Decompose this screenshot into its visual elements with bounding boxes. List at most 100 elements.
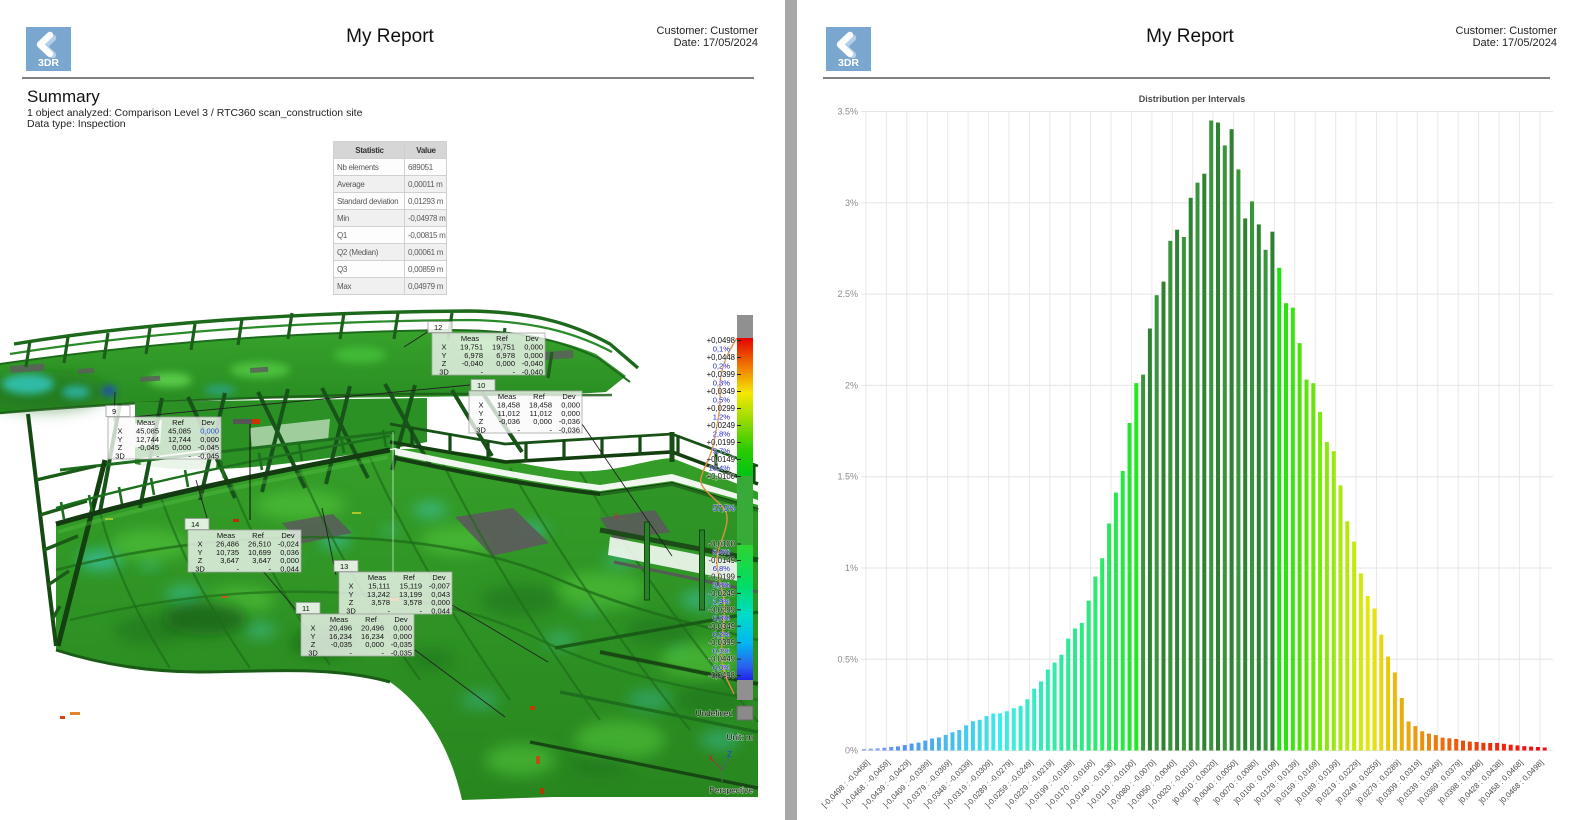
svg-text:13,199: 13,199: [399, 590, 422, 599]
svg-text:X: X: [348, 582, 353, 591]
svg-text:3,8%: 3,8%: [713, 581, 731, 590]
svg-text:-0,024: -0,024: [278, 540, 299, 549]
svg-text:0,3%: 0,3%: [713, 379, 731, 388]
svg-text:-: -: [382, 648, 385, 657]
svg-text:X: X: [441, 343, 446, 352]
svg-text:Y: Y: [441, 351, 446, 360]
svg-text:-0,045: -0,045: [138, 443, 159, 452]
svg-text:0,2%: 0,2%: [713, 630, 731, 639]
svg-text:20,496: 20,496: [361, 624, 384, 633]
svg-text:-: -: [157, 451, 160, 460]
svg-text:Y: Y: [348, 590, 353, 599]
svg-text:2.5%: 2.5%: [837, 289, 858, 299]
svg-text:0,000: 0,000: [524, 343, 543, 352]
svg-text:3D: 3D: [439, 367, 449, 376]
svg-text:-: -: [388, 606, 391, 615]
svg-text:Unit: m: Unit: m: [726, 732, 753, 742]
svg-text:45,085: 45,085: [136, 427, 159, 436]
svg-text:+0,0349: +0,0349: [707, 387, 735, 396]
svg-text:19,751: 19,751: [492, 343, 515, 352]
svg-text:Z: Z: [118, 443, 123, 452]
svg-text:Y: Y: [117, 435, 122, 444]
svg-text:13,242: 13,242: [367, 590, 390, 599]
svg-text:12: 12: [434, 323, 442, 332]
svg-text:Dev: Dev: [281, 531, 295, 540]
svg-text:Z: Z: [479, 417, 484, 426]
svg-text:Ref: Ref: [172, 418, 185, 427]
svg-text:X: X: [708, 754, 714, 763]
svg-text:Dev: Dev: [562, 392, 576, 401]
svg-text:Ref: Ref: [252, 531, 265, 540]
svg-text:Meas: Meas: [461, 334, 480, 343]
svg-text:9: 9: [112, 407, 116, 416]
svg-text:+0,0448: +0,0448: [707, 353, 735, 362]
svg-text:26,510: 26,510: [248, 540, 271, 549]
svg-text:0,000: 0,000: [561, 409, 580, 418]
svg-text:0%: 0%: [845, 746, 858, 756]
svg-text:X: X: [478, 401, 483, 410]
svg-text:Z: Z: [727, 750, 732, 759]
svg-text:3D: 3D: [476, 425, 486, 434]
svg-text:-: -: [518, 425, 521, 434]
svg-text:11,012: 11,012: [530, 409, 552, 418]
svg-text:0,8%: 0,8%: [713, 614, 731, 623]
svg-text:Y: Y: [310, 632, 315, 641]
svg-text:-0,0449: -0,0449: [709, 655, 735, 664]
svg-text:0,000: 0,000: [280, 556, 299, 565]
svg-text:18,458: 18,458: [529, 401, 552, 410]
svg-text:-: -: [481, 367, 484, 376]
svg-text:0,000: 0,000: [496, 359, 515, 368]
svg-text:Meas: Meas: [217, 531, 236, 540]
svg-text:+0,0100: +0,0100: [707, 472, 736, 481]
svg-text:0,000: 0,000: [393, 624, 412, 633]
svg-text:3DR: 3DR: [38, 57, 59, 69]
svg-text:-0,035: -0,035: [331, 640, 352, 649]
svg-text:-0,0249: -0,0249: [709, 589, 735, 598]
svg-text:0,044: 0,044: [431, 606, 450, 615]
svg-text:-: -: [420, 606, 423, 615]
svg-text:-0,0100: -0,0100: [709, 540, 736, 549]
svg-text:0,000: 0,000: [172, 443, 191, 452]
svg-text:Ref: Ref: [533, 392, 546, 401]
svg-text:18,458: 18,458: [497, 401, 520, 410]
svg-text:0,000: 0,000: [200, 427, 219, 436]
svg-text:-0,035: -0,035: [391, 648, 412, 657]
svg-text:-: -: [237, 564, 240, 573]
svg-text:0,000: 0,000: [393, 632, 412, 641]
svg-text:Dev: Dev: [525, 334, 539, 343]
svg-text:-0,0299: -0,0299: [709, 605, 735, 614]
svg-text:+0,0299: +0,0299: [707, 404, 735, 413]
svg-text:12,744: 12,744: [136, 435, 159, 444]
svg-text:0,000: 0,000: [200, 435, 219, 444]
svg-text:2,8%: 2,8%: [713, 430, 731, 439]
svg-text:-0,036: -0,036: [559, 417, 580, 426]
svg-text:10,4%: 10,4%: [708, 464, 730, 473]
svg-text:10: 10: [477, 381, 485, 390]
svg-text:-0,035: -0,035: [391, 640, 412, 649]
svg-text:-0,040: -0,040: [522, 359, 543, 368]
svg-text:Ref: Ref: [403, 573, 416, 582]
svg-text:0,5%: 0,5%: [713, 396, 731, 405]
svg-text:Meas: Meas: [498, 392, 517, 401]
svg-text:16,234: 16,234: [329, 632, 352, 641]
svg-text:6,978: 6,978: [496, 351, 515, 360]
svg-text:Meas: Meas: [368, 573, 387, 582]
svg-text:0,036: 0,036: [280, 548, 299, 557]
svg-text:-0,007: -0,007: [429, 582, 450, 591]
svg-text:3,647: 3,647: [220, 556, 239, 565]
svg-text:Ref: Ref: [365, 615, 378, 624]
svg-text:11,012: 11,012: [498, 409, 520, 418]
svg-text:45,085: 45,085: [168, 427, 191, 436]
svg-text:3,578: 3,578: [371, 598, 390, 607]
svg-text:-0,0349: -0,0349: [709, 622, 735, 631]
svg-text:57,5%: 57,5%: [713, 504, 735, 513]
svg-text:Meas: Meas: [330, 615, 349, 624]
svg-text:3D: 3D: [308, 648, 318, 657]
svg-text:-0,036: -0,036: [559, 425, 580, 434]
svg-text:X: X: [613, 511, 619, 521]
svg-text:0,000: 0,000: [524, 351, 543, 360]
svg-text:Y: Y: [478, 409, 483, 418]
svg-text:-0,040: -0,040: [522, 367, 543, 376]
svg-text:0,000: 0,000: [431, 598, 450, 607]
svg-text:-0,045: -0,045: [198, 451, 219, 460]
